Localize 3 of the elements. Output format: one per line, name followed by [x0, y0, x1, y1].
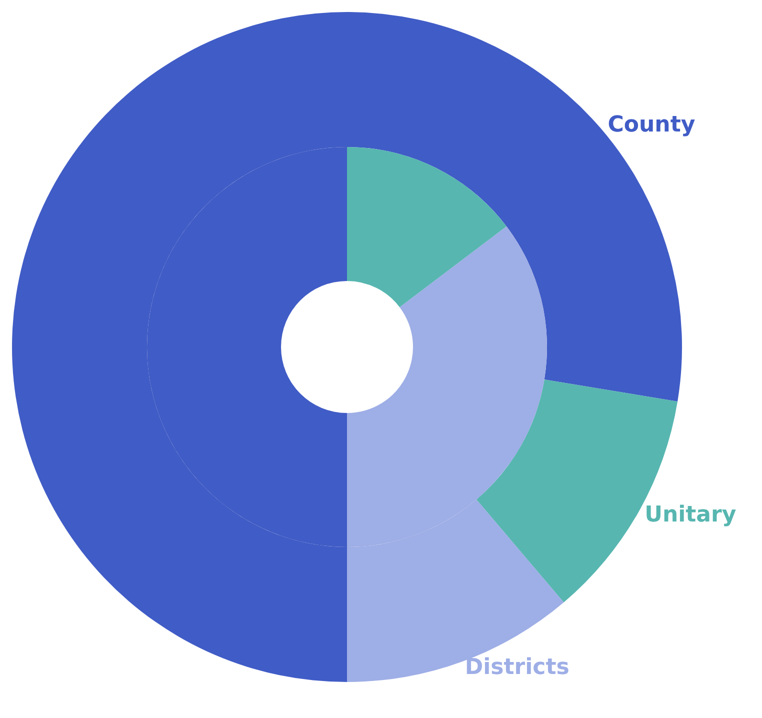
slice-label: County: [608, 112, 696, 138]
slice-label: Districts: [464, 655, 570, 680]
slice-label: Unitary: [644, 502, 736, 528]
